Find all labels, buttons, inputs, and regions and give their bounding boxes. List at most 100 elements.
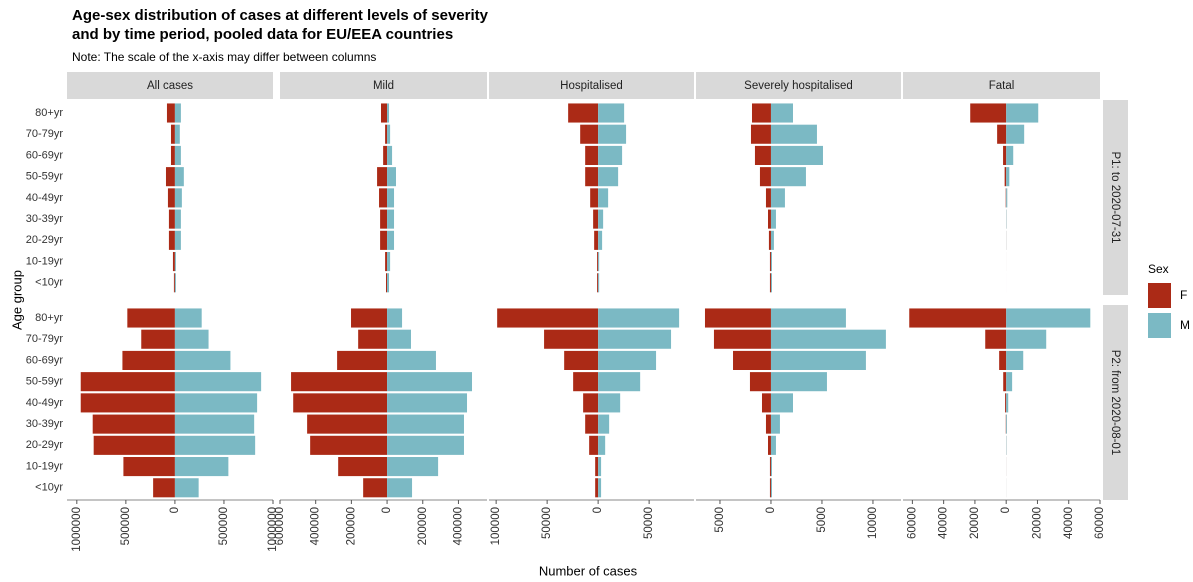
y-tick-label: 70-79yr (26, 333, 64, 345)
x-tick-label: 400000 (452, 507, 464, 545)
bar (770, 273, 772, 293)
column-strip-label: Fatal (989, 80, 1015, 92)
bar (174, 252, 176, 272)
bar (80, 372, 175, 392)
bar (310, 435, 388, 455)
bar (770, 230, 774, 250)
bar (770, 478, 772, 498)
bar (770, 103, 793, 123)
bar (141, 329, 175, 349)
column-strip-label: Severely hospitalised (744, 80, 853, 92)
y-tick-label: <10yr (35, 277, 63, 289)
bar (1003, 145, 1007, 165)
column-strip-label: Mild (373, 80, 394, 92)
x-tick-label: 400000 (310, 507, 322, 545)
x-tick-label: 5000 (816, 507, 828, 533)
bar (598, 167, 619, 187)
y-tick-label: 30-39yr (26, 213, 64, 225)
chart-subtitle: Note: The scale of the x-axis may differ… (72, 50, 376, 64)
bar (759, 167, 771, 187)
x-tick-label: 200000 (345, 507, 357, 545)
bar (387, 252, 391, 272)
bar (123, 457, 175, 477)
bar (174, 167, 184, 187)
bar (999, 350, 1007, 370)
y-tick-label: 10-19yr (26, 255, 64, 267)
bar (387, 350, 436, 370)
legend-swatch (1148, 283, 1171, 308)
bar (381, 103, 388, 123)
bar (387, 435, 464, 455)
bar (909, 308, 1007, 328)
bar (170, 145, 175, 165)
x-tick-label: 60000 (1094, 507, 1106, 539)
bar (769, 252, 771, 272)
bar (598, 329, 672, 349)
bar (174, 435, 256, 455)
bar (770, 457, 772, 477)
bar (1006, 188, 1008, 208)
bar (598, 103, 625, 123)
bar (387, 145, 393, 165)
bar (1004, 167, 1007, 187)
bar (598, 145, 623, 165)
y-tick-label: 30-39yr (26, 418, 64, 430)
bar (387, 273, 390, 293)
bar (387, 414, 464, 434)
bar (174, 308, 202, 328)
bar (1006, 145, 1014, 165)
bar (174, 188, 182, 208)
x-tick-label: 20000 (969, 507, 981, 539)
bar (768, 230, 771, 250)
bar (387, 124, 391, 144)
bar (174, 145, 181, 165)
bar (770, 124, 817, 144)
bar (174, 124, 180, 144)
bar (379, 188, 388, 208)
bar (770, 167, 806, 187)
y-tick-label: 50-59yr (26, 171, 64, 183)
bar (92, 414, 175, 434)
bar (595, 478, 599, 498)
bar (1005, 393, 1007, 413)
y-tick-label: <10yr (35, 482, 63, 494)
x-tick-label: 500000 (218, 507, 230, 545)
bar (385, 124, 388, 144)
bar (387, 308, 403, 328)
bar (380, 230, 388, 250)
bar (564, 350, 599, 370)
bar (768, 435, 771, 455)
column-strip (903, 72, 1100, 99)
bar (769, 457, 771, 477)
x-tick-label: 0 (592, 507, 604, 513)
bar (387, 103, 390, 123)
bar (573, 372, 599, 392)
x-tick-label: 0 (765, 507, 777, 513)
bar (363, 478, 388, 498)
bar (127, 308, 175, 328)
bar (1006, 393, 1009, 413)
x-tick-label: 0 (169, 507, 181, 513)
bar (1006, 350, 1024, 370)
bar (770, 252, 772, 272)
bar (358, 329, 388, 349)
bar (293, 393, 388, 413)
bar (598, 435, 606, 455)
legend-title: Sex (1148, 262, 1169, 276)
bar (598, 478, 602, 498)
y-tick-label: 40-49yr (26, 397, 64, 409)
bar (770, 435, 776, 455)
x-tick-label: 5000 (714, 507, 726, 533)
bar (598, 230, 603, 250)
bar (733, 350, 771, 370)
bar (583, 393, 599, 413)
y-axis-title: Age group (9, 270, 24, 330)
bar (770, 414, 780, 434)
bar (598, 308, 680, 328)
bar (598, 457, 602, 477)
x-tick-label: 100000 (490, 507, 502, 545)
bar (385, 273, 388, 293)
bar (761, 393, 771, 413)
bar (122, 350, 175, 370)
